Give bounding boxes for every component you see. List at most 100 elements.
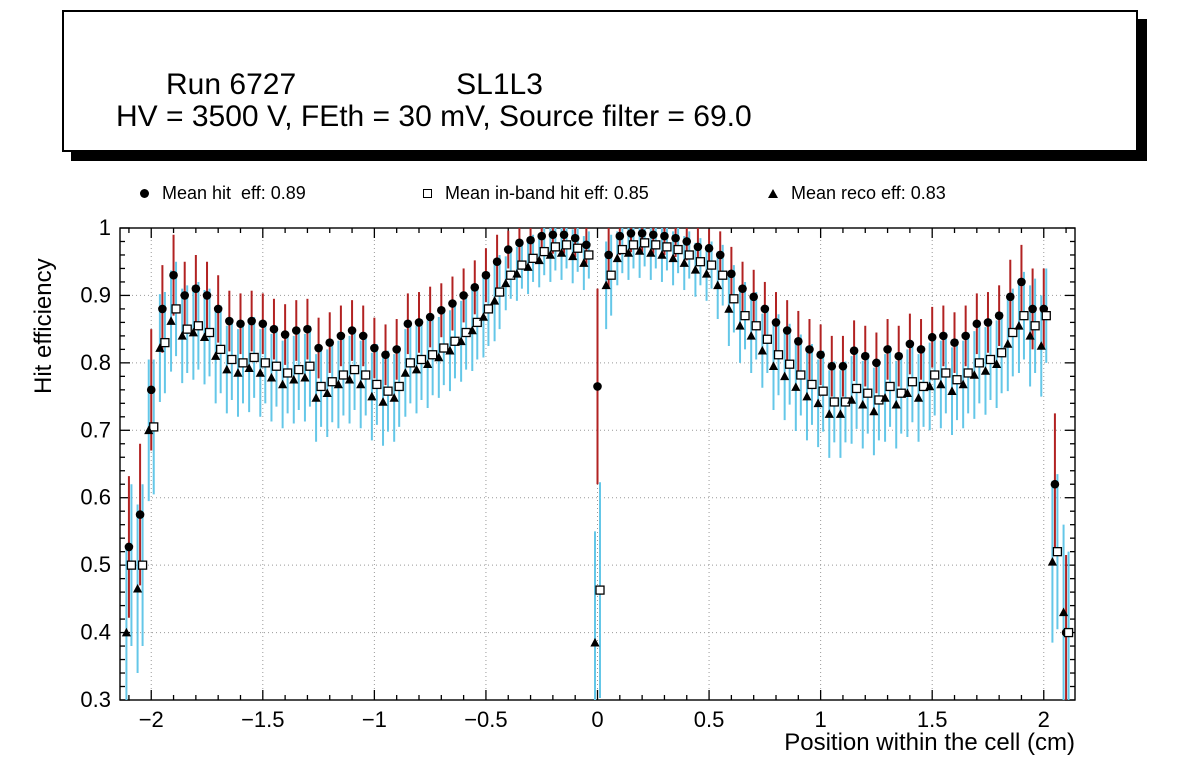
- data-point: [623, 248, 634, 257]
- svg-text:0.7: 0.7: [80, 417, 111, 442]
- data-point: [411, 364, 422, 374]
- data-point: [489, 296, 500, 305]
- data-point: [247, 316, 256, 326]
- data-point: [860, 351, 870, 361]
- title-line-1: Run 6727 SL1L3: [116, 34, 543, 136]
- data-point: [204, 327, 215, 338]
- data-point: [158, 304, 167, 314]
- data-point: [827, 361, 837, 371]
- data-point: [1017, 277, 1026, 287]
- data-point: [526, 235, 535, 245]
- data-point: [249, 352, 259, 363]
- data-point: [916, 345, 926, 354]
- data-point: [378, 397, 388, 406]
- data-point: [936, 379, 946, 389]
- data-point: [291, 326, 301, 335]
- data-point: [639, 238, 650, 248]
- data-point: [132, 583, 143, 593]
- data-point: [740, 311, 750, 321]
- data-point: [891, 399, 901, 409]
- data-point: [289, 374, 299, 384]
- data-point: [180, 291, 190, 300]
- chamber-label: SL1L3: [456, 68, 543, 101]
- data-point: [537, 231, 547, 241]
- data-point: [738, 284, 747, 293]
- data-point: [517, 260, 527, 270]
- data-point: [996, 348, 1007, 358]
- data-point: [869, 406, 879, 416]
- data-point: [556, 248, 567, 257]
- data-point: [617, 244, 627, 255]
- data-point: [405, 358, 415, 368]
- data-point: [294, 364, 304, 375]
- legend-entry-hit: Mean hit eff: 0.89: [140, 179, 306, 207]
- data-point: [439, 343, 449, 353]
- data-point: [550, 242, 561, 252]
- data-point: [336, 331, 346, 341]
- data-point: [171, 304, 181, 314]
- data-point: [492, 257, 502, 267]
- data-point: [858, 399, 868, 409]
- data-point: [528, 253, 538, 263]
- svg-text:1: 1: [815, 707, 827, 732]
- legend-label-hit: Mean hit eff: 0.89: [162, 182, 306, 203]
- data-point: [925, 381, 935, 391]
- error-bars-filled-triangle: [125, 228, 1065, 700]
- data-point: [704, 243, 714, 253]
- data-point: [213, 304, 223, 314]
- legend-entry-inband: Mean in-band hit eff: 0.85: [423, 179, 649, 207]
- data-point: [121, 627, 132, 637]
- data-point: [188, 327, 198, 337]
- data-point: [1014, 320, 1024, 330]
- data-point: [414, 318, 424, 327]
- data-point: [322, 388, 332, 397]
- data-point: [835, 409, 846, 418]
- title-box: Run 6727 SL1L3 HV = 3500 V, FEth = 30 mV,…: [62, 10, 1138, 152]
- data-point: [760, 304, 770, 314]
- data-point: [124, 542, 134, 552]
- svg-text:0.4: 0.4: [80, 620, 111, 645]
- data-point: [907, 377, 918, 387]
- data-point: [327, 377, 337, 387]
- data-point: [372, 379, 382, 390]
- data-point: [169, 270, 178, 280]
- data-point: [177, 331, 187, 340]
- data-point: [813, 398, 823, 408]
- data-point: [573, 243, 583, 253]
- data-point: [570, 233, 580, 243]
- data-point: [885, 381, 895, 392]
- data-point: [961, 331, 970, 341]
- data-point: [1019, 311, 1029, 321]
- data-point: [356, 379, 366, 389]
- data-point: [872, 358, 881, 368]
- data-point: [695, 257, 706, 267]
- data-point: [1005, 292, 1015, 302]
- markers-filled-triangle: [121, 246, 1069, 647]
- data-point: [595, 585, 605, 595]
- data-point: [958, 379, 968, 389]
- data-point: [794, 336, 803, 346]
- markers-filled-circle: [124, 229, 1071, 637]
- data-point: [472, 317, 482, 328]
- data-point: [470, 283, 480, 292]
- data-point: [225, 316, 234, 326]
- legend-label-inband: Mean in-band hit eff: 0.85: [445, 182, 649, 203]
- x-axis-title: Position within the cell (cm): [784, 729, 1075, 756]
- data-point: [802, 391, 812, 401]
- data-point: [222, 364, 232, 374]
- data-point: [646, 248, 656, 257]
- data-point: [807, 379, 817, 390]
- data-point: [980, 366, 991, 375]
- data-point: [1041, 311, 1051, 321]
- data-point: [601, 280, 611, 290]
- data-point: [349, 364, 360, 375]
- data-point: [389, 393, 399, 402]
- data-point: [191, 284, 201, 293]
- data-point: [668, 253, 678, 263]
- data-point: [963, 368, 973, 378]
- data-point: [762, 334, 772, 344]
- svg-text:−1.5: −1.5: [241, 707, 284, 732]
- data-point: [347, 326, 357, 335]
- data-point: [282, 368, 293, 378]
- svg-text:0.5: 0.5: [694, 707, 725, 732]
